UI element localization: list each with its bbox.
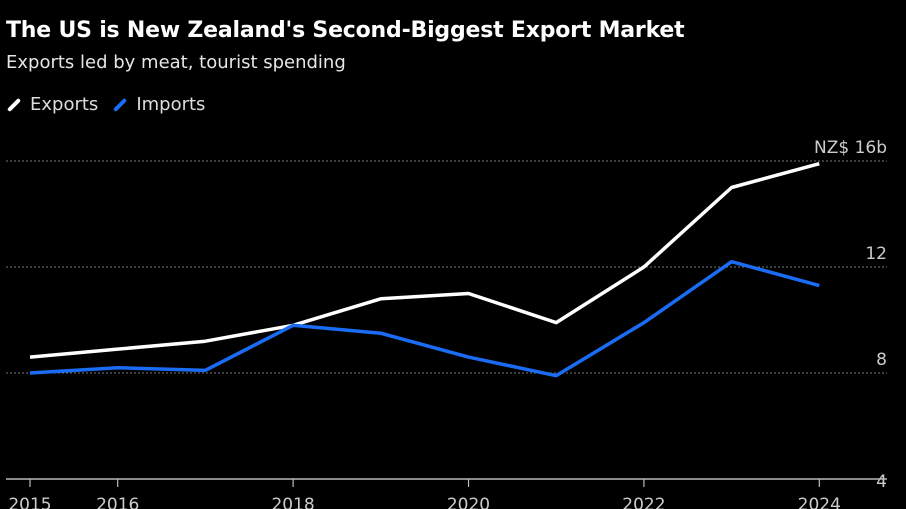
x-tick-label: 2015 xyxy=(8,495,51,509)
x-tick-label: 2020 xyxy=(447,495,490,509)
legend-label-imports: Imports xyxy=(136,94,206,115)
y-tick-label: 4 xyxy=(876,472,887,492)
x-tick-label: 2024 xyxy=(798,495,841,509)
y-tick-label: NZ$ 16b xyxy=(814,138,887,158)
x-tick-label: 2016 xyxy=(96,495,139,509)
x-tick-label: 2018 xyxy=(271,495,314,509)
y-tick-label: 12 xyxy=(865,244,887,264)
legend-label-exports: Exports xyxy=(30,94,99,115)
chart-subtitle: Exports led by meat, tourist spending xyxy=(6,52,346,73)
x-tick-label: 2022 xyxy=(622,495,665,509)
legend-item-imports: Imports xyxy=(112,94,205,115)
series-line-exports xyxy=(29,161,820,359)
legend: Exports Imports xyxy=(6,94,205,115)
legend-item-exports: Exports xyxy=(6,94,98,115)
series-line-imports xyxy=(29,259,820,378)
y-tick-label: 8 xyxy=(876,350,887,370)
chart-title: The US is New Zealand's Second-Biggest E… xyxy=(6,18,685,43)
